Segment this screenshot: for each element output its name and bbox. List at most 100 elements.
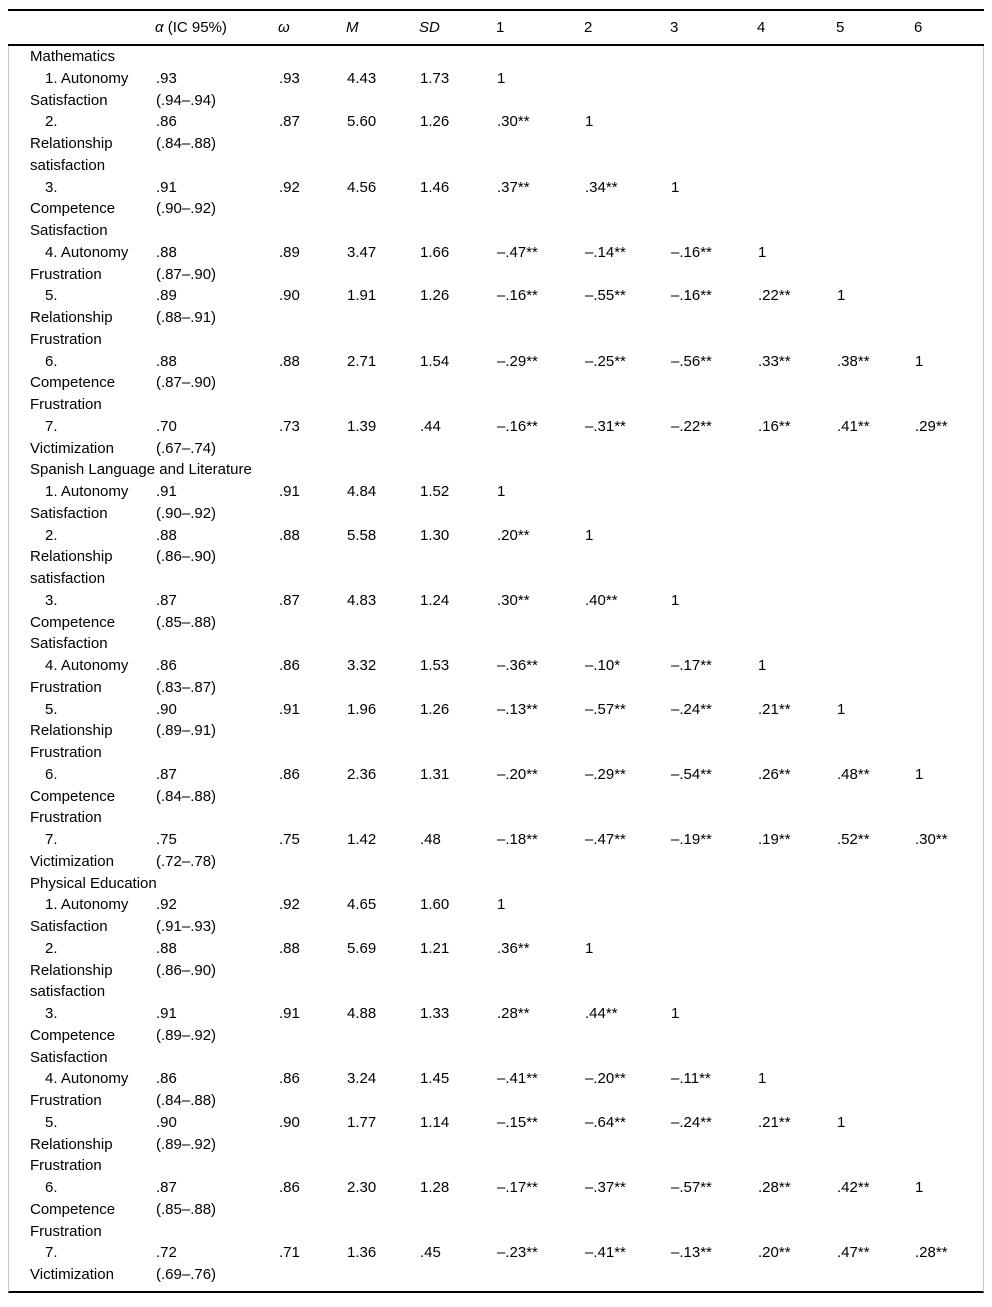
row-label: 1. Autonomy Satisfaction [30, 896, 129, 935]
cell-omega: .88 [279, 939, 300, 957]
cell-sd: 1.54 [420, 352, 450, 370]
cell-sd: 1.24 [420, 591, 450, 609]
cell-mean: 1.96 [347, 700, 377, 718]
alpha-ci-value: (.89–.92) [156, 1026, 217, 1044]
cell-sd: 1.60 [420, 896, 450, 914]
header-alpha-ci: α (IC 95%) [150, 17, 272, 39]
cell-omega: .91 [279, 1005, 300, 1022]
section-title: Physical Education [30, 874, 157, 892]
table-row: 3. Competence Satisfaction .91 (.90–.92)… [9, 177, 983, 242]
cell-mean: 4.43 [347, 69, 377, 87]
cell-corr-1: .28** [497, 1005, 530, 1022]
alpha-value: .86 [156, 657, 177, 674]
table-header-row: α (IC 95%) ω M SD 1 2 3 4 5 6 [8, 9, 984, 46]
cell-sd: 1.53 [420, 657, 450, 674]
cell-alpha: .88 (.86–.90) [151, 938, 273, 1003]
cell-sd: 1.52 [420, 483, 450, 500]
alpha-value: .91 [156, 178, 177, 196]
cell-corr-2: 1 [585, 526, 594, 544]
cell-sd: 1.33 [420, 1005, 450, 1022]
cell-corr-1: –.16** [497, 417, 538, 435]
cell-corr-6 [909, 590, 985, 655]
cell-omega: .91 [279, 700, 300, 718]
cell-mean: 1.91 [347, 287, 377, 305]
row-label: 6. Competence Frustration [30, 352, 116, 414]
cell-alpha: .86 (.83–.87) [151, 655, 273, 699]
alpha-value: .87 [156, 1179, 177, 1196]
cell-omega: .86 [279, 657, 300, 674]
row-label: 4. Autonomy Frustration [30, 657, 129, 696]
cell-corr-4 [752, 590, 831, 655]
cell-sd: 1.31 [420, 765, 450, 783]
alpha-value: .70 [156, 417, 177, 435]
cell-corr-3: 1 [671, 178, 680, 196]
alpha-ci-value: (.85–.88) [156, 1200, 217, 1218]
alpha-ci-value: (.91–.93) [156, 918, 217, 935]
cell-alpha: .88 (.86–.90) [151, 525, 273, 590]
cell-omega: .92 [279, 178, 300, 196]
cell-corr-4 [752, 481, 831, 525]
cell-mean: 3.24 [347, 1070, 377, 1088]
cell-corr-4: 1 [758, 657, 767, 674]
cell-corr-1: –.15** [497, 1113, 538, 1131]
row-label: 7. Victimization [30, 1244, 114, 1283]
row-label: 3. Competence Satisfaction [30, 591, 116, 653]
row-label: 3. Competence Satisfaction [30, 1005, 116, 1066]
cell-corr-1: –.13** [497, 700, 538, 718]
cell-corr-5: .41** [837, 417, 870, 435]
alpha-ci-value: (.89–.92) [156, 1135, 217, 1153]
cell-corr-3: –.24** [671, 1113, 712, 1131]
cell-corr-5: .48** [837, 765, 870, 783]
row-label: 4. Autonomy Frustration [30, 243, 129, 283]
alpha-value: .88 [156, 939, 177, 957]
cell-omega: .86 [279, 1070, 300, 1088]
cell-sd: 1.73 [420, 69, 450, 87]
alpha-ci-value: (.90–.92) [156, 200, 217, 218]
cell-corr-4 [752, 894, 831, 938]
alpha-value: .88 [156, 526, 177, 544]
cell-sd: 1.26 [420, 287, 450, 305]
cell-corr-6 [909, 481, 985, 525]
cell-corr-1: –.23** [497, 1244, 538, 1262]
cell-corr-6: .30** [915, 831, 948, 848]
cell-corr-3: –.16** [671, 243, 712, 261]
cell-corr-2: –.64** [585, 1113, 626, 1131]
cell-corr-4 [752, 1003, 831, 1068]
alpha-value: .88 [156, 243, 177, 261]
cell-corr-2: –.14** [585, 243, 626, 261]
cell-corr-5: .42** [837, 1179, 870, 1196]
header-mean: M [346, 18, 359, 36]
cell-sd: 1.46 [420, 178, 450, 196]
header-col-3: 3 [670, 18, 679, 36]
cell-mean: 5.60 [347, 113, 377, 131]
cell-corr-2: 1 [585, 113, 594, 131]
table-row: 6. Competence Frustration .87 (.85–.88) … [9, 1177, 983, 1242]
cell-corr-6 [909, 655, 985, 699]
cell-corr-2: .44** [585, 1005, 618, 1022]
cell-sd: 1.66 [420, 243, 450, 261]
cell-corr-1: –.18** [497, 831, 538, 848]
cell-alpha: .88 (.87–.90) [151, 351, 273, 416]
alpha-ci-value: (.86–.90) [156, 548, 217, 566]
cell-corr-5 [831, 111, 909, 176]
cell-corr-3: –.56** [671, 352, 712, 370]
cell-corr-1: –.17** [497, 1179, 538, 1196]
table-row: 7. Victimization .72 (.69–.76) .71 1.36 … [9, 1242, 983, 1286]
alpha-value: .88 [156, 352, 177, 370]
cell-mean: 5.58 [347, 526, 377, 544]
cell-sd: 1.28 [420, 1179, 450, 1196]
cell-omega: .86 [279, 1179, 300, 1196]
cell-omega: .75 [279, 831, 300, 848]
cell-alpha: .90 (.89–.91) [151, 699, 273, 764]
table-row: 7. Victimization .70 (.67–.74) .73 1.39 … [9, 416, 983, 460]
cell-mean: 1.36 [347, 1244, 377, 1262]
cell-corr-4: .28** [758, 1179, 791, 1196]
cell-corr-6 [909, 111, 985, 176]
cell-corr-3: –.24** [671, 700, 712, 718]
alpha-value: .87 [156, 591, 177, 609]
alpha-value: .86 [156, 1070, 177, 1088]
table-row: 4. Autonomy Frustration .88 (.87–.90) .8… [9, 242, 983, 286]
alpha-ci-value: (.72–.78) [156, 852, 217, 870]
header-sd: SD [419, 18, 440, 36]
table-row: 5. Relationship Frustration .89 (.88–.91… [9, 285, 983, 350]
